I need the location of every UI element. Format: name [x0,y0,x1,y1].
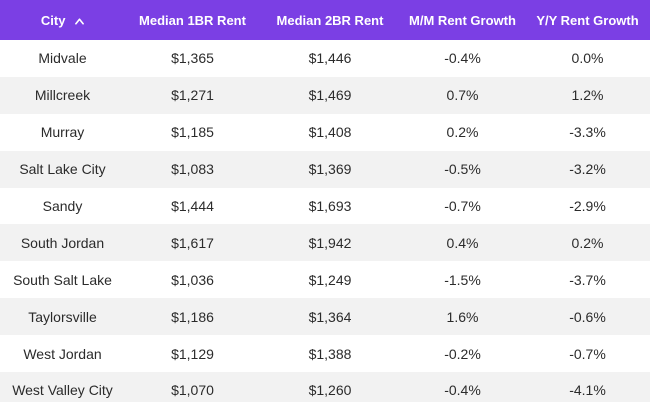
cell-median-1br: $1,365 [171,50,214,67]
cell-yy-growth: -2.9% [569,198,606,214]
cell-yy-growth: -3.3% [569,124,606,141]
cell-median-2br: $1,249 [308,271,352,288]
cell-median-1br: $1,129 [171,345,214,362]
cell-mm-growth: -0.2% [444,345,481,362]
table-row: Midvale $1,365 $1,446 -0.4% 0.0% [0,40,650,77]
cell-yy-growth: 1.2% [571,87,604,104]
cell-yy-growth: -4.1% [569,382,606,399]
cell-median-2br: $1,942 [308,234,352,251]
cell-city: Taylorsville [28,308,97,325]
column-header-mm-growth[interactable]: M/M Rent Growth [409,12,516,28]
column-header-yy-growth[interactable]: Y/Y Rent Growth [536,12,639,28]
cell-median-2br: $1,260 [308,382,352,399]
column-header-city-label: City [40,12,66,28]
chevron-up-icon [75,17,85,25]
cell-median-2br: $1,364 [308,308,352,325]
cell-median-2br: $1,469 [308,87,352,104]
cell-median-2br: $1,369 [308,161,352,178]
cell-median-1br: $1,083 [171,161,214,178]
cell-yy-growth: 0.2% [571,234,604,251]
cell-median-2br: $1,693 [308,198,352,214]
cell-mm-growth: 0.2% [446,124,479,141]
table-row: West Valley City $1,070 $1,260 -0.4% -4.… [0,372,650,402]
cell-median-1br: $1,186 [171,308,214,325]
cell-median-1br: $1,271 [171,87,214,104]
cell-mm-growth: -0.7% [444,198,481,214]
cell-city: Salt Lake City [19,161,106,178]
cell-city: Midvale [38,50,87,67]
cell-median-2br: $1,446 [308,50,352,67]
cell-yy-growth: -0.6% [569,308,606,325]
cell-mm-growth: -0.5% [444,161,481,178]
cell-yy-growth: -0.7% [569,345,606,362]
column-header-city[interactable]: City [0,0,125,40]
cell-mm-growth: -0.4% [444,50,481,67]
cell-city: Millcreek [34,87,91,104]
cell-yy-growth: -3.2% [569,161,606,178]
cell-median-1br: $1,036 [171,271,214,288]
table-body: Midvale $1,365 $1,446 -0.4% 0.0% Millcre… [0,40,650,402]
table-row: South Jordan $1,617 $1,942 0.4% 0.2% [0,224,650,262]
table-row: Murray $1,185 $1,408 0.2% -3.3% [0,113,650,151]
cell-city: West Valley City [12,382,113,399]
table-row: Taylorsville $1,186 $1,364 1.6% -0.6% [0,298,650,336]
cell-median-2br: $1,388 [308,345,352,362]
column-header-median-1br[interactable]: Median 1BR Rent [139,12,246,28]
table-row: West Jordan $1,129 $1,388 -0.2% -0.7% [0,335,650,373]
cell-city: West Jordan [23,345,102,362]
cell-mm-growth: 1.6% [446,308,479,325]
cell-city: South Jordan [20,234,105,251]
table-header: City Median 1BR Rent Median 2BR Rent M/M… [0,0,650,40]
cell-mm-growth: -1.5% [444,271,481,288]
cell-yy-growth: 0.0% [571,50,604,67]
cell-median-1br: $1,185 [171,124,214,141]
cell-yy-growth: -3.7% [569,271,606,288]
cell-city: Murray [40,124,85,141]
cell-median-2br: $1,408 [308,124,352,141]
column-header-median-2br[interactable]: Median 2BR Rent [276,12,384,28]
table-row: South Salt Lake $1,036 $1,249 -1.5% -3.7… [0,261,650,299]
header-row: City Median 1BR Rent Median 2BR Rent M/M… [0,0,650,40]
cell-median-1br: $1,444 [171,198,214,214]
table-row: Salt Lake City $1,083 $1,369 -0.5% -3.2% [0,150,650,188]
cell-mm-growth: -0.4% [444,382,481,399]
cell-median-1br: $1,070 [171,382,214,399]
cell-median-1br: $1,617 [171,234,214,251]
cell-mm-growth: 0.4% [446,234,479,251]
table-row: Sandy $1,444 $1,693 -0.7% -2.9% [0,187,650,225]
cell-mm-growth: 0.7% [446,87,479,104]
cell-city: Sandy [42,198,83,214]
cell-city: South Salt Lake [13,271,112,288]
table-row: Millcreek $1,271 $1,469 0.7% 1.2% [0,76,650,114]
